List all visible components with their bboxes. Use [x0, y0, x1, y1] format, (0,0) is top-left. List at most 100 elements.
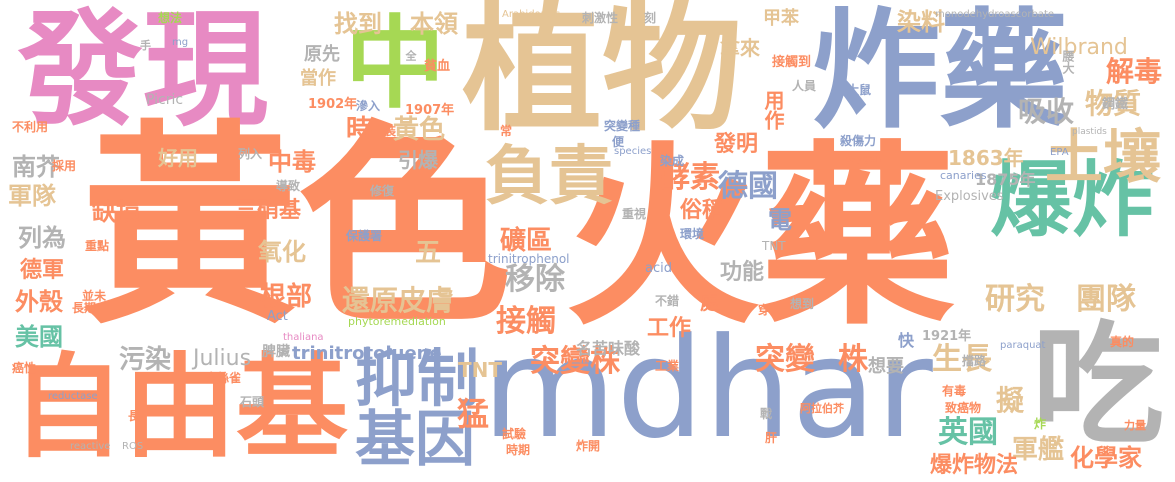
word-julius: Julius [193, 346, 252, 371]
word-xiang-dao: 想到 [790, 297, 815, 311]
word-zha-kai: 炸開 [576, 439, 601, 453]
word-gan: 肝 [765, 431, 778, 445]
word-ai-xing: 癌性 [12, 361, 37, 375]
word-zha-yao: 炸藥 [812, 0, 1069, 146]
word-kuang-qu: 礦區 [500, 226, 553, 256]
word-canaries: canaries [940, 169, 987, 182]
word-dang-zuo: 當作 [300, 68, 336, 89]
word-zhi-wu: 植物 [462, 0, 743, 151]
word-ben-ling: 本領 [410, 10, 458, 38]
word-chang-qi: 長期 [72, 301, 97, 315]
word-phytoremediation: phytoremediation [348, 315, 446, 328]
word-li-liang: 力量 [1124, 419, 1146, 432]
word-tnt-large: TNT [458, 358, 503, 382]
word-wu-ran: 污染 [119, 345, 172, 375]
word-mdhar: mdhar [482, 308, 933, 469]
word-bing-wei: 並未 [82, 289, 107, 303]
word-hao-yong: 好用 [158, 146, 198, 170]
word-tu-bian-zhu: 突變株 [530, 344, 620, 379]
word-chuan-ru: 穿入 [758, 303, 783, 317]
word-year-1921: 1921年 [922, 329, 972, 344]
word-plastids: plastids [1072, 127, 1107, 137]
word-zhu: 株 [838, 342, 868, 377]
word-de-jun: 德軍 [20, 258, 65, 283]
word-yuan-xian: 原先 [304, 44, 340, 65]
word-bu-cuo: 不錯 [655, 294, 680, 308]
word-pi-zang: 脾臟 [262, 344, 290, 360]
word-ke: 刻 [644, 11, 657, 25]
word-chang: 常 [500, 124, 513, 138]
word-tnt-small: TNT [762, 239, 786, 253]
word-yao-da: 腰大 [1061, 50, 1075, 74]
word-xi-shou: 吸收 [1018, 95, 1075, 128]
word-ci-ji-xing: 刺激性 [582, 11, 619, 25]
word-gong-zuo: 工作 [647, 316, 692, 341]
word-fa-ming: 發明 [714, 132, 759, 157]
word-pin-xue: 貧血 [424, 59, 451, 74]
word-yong-zuo: 用作 [761, 90, 785, 130]
word-ming-ku-wei-suan: 名苦味酸 [576, 339, 641, 358]
word-jie-du: 解毒 [1106, 55, 1163, 88]
word-huo-yao: 火藥 [565, 124, 955, 351]
word-sha-shang-li: 殺傷力 [840, 134, 877, 148]
word-zhao-dao: 找到 [334, 10, 382, 38]
word-yang-hua: 氧化 [258, 238, 306, 266]
word-year-1863: 1863年 [948, 146, 1024, 170]
word-yan-jiu: 研究 [985, 282, 1045, 317]
word-ni: 擬 [996, 384, 1025, 417]
word-zha: 炸 [1034, 417, 1047, 431]
word-jiao-su: 酵素 [660, 160, 720, 195]
word-shi-qi: 時期 [506, 443, 531, 457]
word-bian: 便 [612, 135, 625, 149]
word-zhong-dian: 重點 [85, 239, 110, 253]
word-yin-bao: 引爆 [398, 148, 438, 172]
word-xiang-yao: 想要 [868, 356, 904, 377]
word-hua-xue-jia: 化學家 [1070, 444, 1142, 472]
word-bao-zha-wu-fa: 爆炸物法 [930, 453, 1019, 478]
word-kuai: 快 [898, 331, 915, 350]
word-shou: 手 [140, 39, 151, 52]
word-xiang-fa: 想法 [158, 11, 183, 25]
word-su-cheng: 俗稱 [680, 198, 725, 223]
word-bu-li-yong: 不利用 [12, 120, 49, 134]
word-oxygen: oxygen [845, 154, 882, 165]
word-shi: 時 [346, 115, 373, 145]
word-you-hai: 有毒 [942, 384, 967, 398]
word-dang-lu: 擋路 [962, 354, 987, 368]
word-arabidopsis: Arabidopsis [502, 9, 561, 20]
word-xiu-fu: 修復 [370, 184, 395, 198]
word-dian: 電 [768, 206, 792, 234]
word-chu: 處 [700, 290, 720, 314]
word-ren-yuan: 人員 [792, 79, 817, 93]
word-quan: 全 [404, 50, 417, 61]
word-fu-ze: 負責 [485, 140, 613, 214]
word-year-1875: 1875年 [975, 170, 1036, 189]
word-tu-bian: 突變 [755, 342, 815, 377]
word-year-1907: 1907年 [405, 103, 455, 118]
word-que-sun: 缺損 [92, 198, 140, 226]
word-epa: EPA [1050, 147, 1069, 158]
word-ran-liao: 染料 [897, 8, 945, 36]
word-acid: acid [645, 261, 672, 276]
word-chi: 吃 [1032, 309, 1164, 463]
word-wu-zhi: 物質 [1085, 87, 1142, 120]
word-da-shu: 大鼠 [847, 83, 872, 97]
word-zhong: 中 [345, 5, 445, 122]
word-sheng-zhang: 生長 [932, 342, 992, 377]
word-tu-rang: 土壤 [1045, 123, 1162, 191]
word-lie-wei: 列為 [18, 224, 66, 252]
word-a-la-bo-jie: 阿拉伯芥 [800, 402, 844, 415]
word-cai-yong: 採用 [52, 159, 77, 173]
word-thaliana: thaliana [283, 332, 324, 343]
word-picric: Picric [146, 92, 184, 108]
word-yi-chu: 移除 [505, 262, 565, 297]
word-species: species [614, 146, 652, 157]
word-gong-ye: 工業 [655, 359, 680, 373]
word-reductase: reductase [48, 391, 98, 402]
word-huan-jing: 環境 [680, 227, 705, 241]
word-trinitrophenol: trinitrophenol [488, 252, 570, 266]
word-zhen-de: 真的 [1110, 335, 1135, 349]
word-fa-xian: 發現 [18, 0, 268, 143]
word-huang-se-small: 黃色 [393, 115, 446, 145]
word-shi-yan: 試驗 [502, 427, 527, 441]
